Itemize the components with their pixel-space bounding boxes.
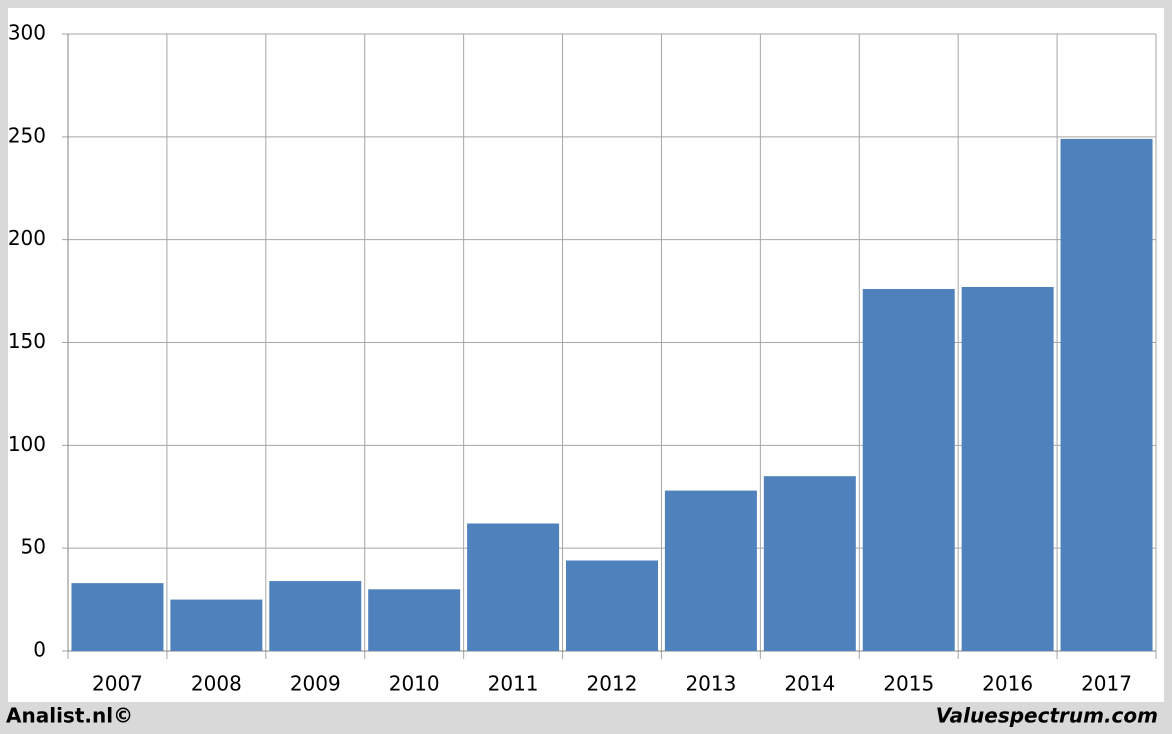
bar <box>664 490 757 651</box>
bar <box>763 476 856 651</box>
x-tick-label: 2009 <box>290 672 341 696</box>
bar <box>862 289 955 651</box>
footer-right: Valuespectrum.com <box>936 704 1158 728</box>
x-tick-label: 2010 <box>389 672 440 696</box>
x-tick-label: 2012 <box>587 672 638 696</box>
x-tick-label: 2014 <box>784 672 835 696</box>
y-tick-label: 0 <box>33 638 46 662</box>
bar <box>961 286 1054 651</box>
x-tick-label: 2013 <box>685 672 736 696</box>
x-tick-label: 2015 <box>883 672 934 696</box>
bar <box>467 523 560 651</box>
bar <box>368 589 461 651</box>
y-tick-label: 50 <box>21 535 46 559</box>
x-tick-label: 2016 <box>982 672 1033 696</box>
y-tick-label: 100 <box>8 432 46 456</box>
bar <box>566 560 658 651</box>
x-tick-label: 2008 <box>191 672 242 696</box>
bar <box>1060 138 1153 651</box>
bar <box>71 583 164 651</box>
y-tick-label: 250 <box>8 123 46 147</box>
bar <box>269 581 362 651</box>
footer-left: Analist.nl© <box>6 704 133 728</box>
bar <box>170 599 263 651</box>
y-tick-label: 150 <box>8 329 46 353</box>
x-tick-label: 2007 <box>92 672 143 696</box>
y-tick-label: 200 <box>8 226 46 250</box>
y-tick-label: 300 <box>8 21 46 45</box>
x-tick-label: 2017 <box>1081 672 1132 696</box>
x-tick-label: 2011 <box>488 672 539 696</box>
